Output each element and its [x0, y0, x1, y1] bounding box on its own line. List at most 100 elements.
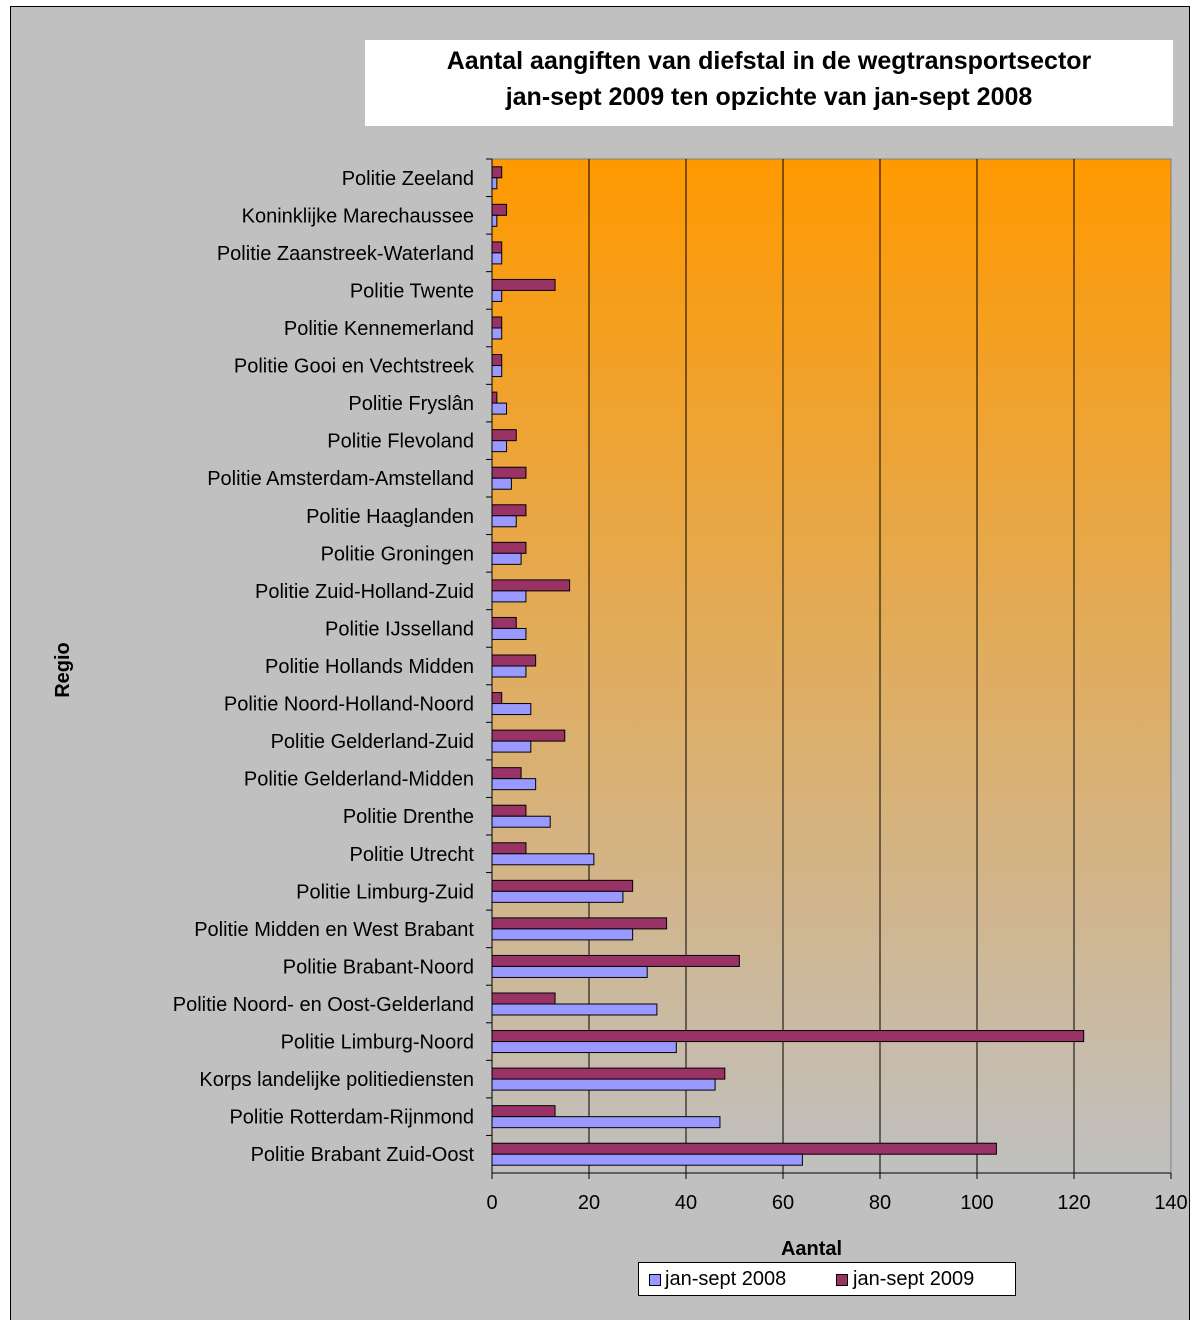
bar-2008	[492, 779, 536, 790]
bar-2009	[492, 617, 516, 628]
y-category-label: Politie Amsterdam-Amstelland	[207, 468, 474, 490]
y-category-label: Politie Twente	[350, 280, 474, 302]
bar-2009	[492, 580, 570, 591]
bar-2009	[492, 505, 526, 516]
y-category-label: Politie Limburg-Noord	[281, 1032, 474, 1054]
y-category-label: Politie Gooi en Vechtstreek	[234, 356, 475, 378]
y-axis-title: Regio	[52, 642, 74, 698]
bar-2009	[492, 279, 555, 290]
bar-2008	[492, 591, 526, 602]
y-category-label: Politie Drenthe	[343, 806, 474, 828]
bar-2008	[492, 1079, 715, 1090]
bar-2009	[492, 355, 502, 366]
x-tick-label: 20	[578, 1192, 600, 1214]
bar-2009	[492, 730, 565, 741]
bar-2008	[492, 290, 502, 301]
bar-2008	[492, 704, 531, 715]
chart-svg: 0 20 40 60 80 100 120 140 Politie Zeeland Koninkl…	[11, 7, 1191, 1321]
y-category-label: Politie Brabant-Noord	[283, 956, 474, 978]
bar-2009	[492, 317, 502, 328]
bar-2009	[492, 204, 507, 215]
x-tick-label: 0	[486, 1192, 497, 1214]
legend-swatch-2009	[836, 1274, 848, 1286]
legend-label-2008: jan-sept 2008	[665, 1268, 786, 1291]
bar-2008	[492, 553, 521, 564]
bar-2008	[492, 628, 526, 639]
x-tick-label: 100	[960, 1192, 993, 1214]
y-category-label: Politie Rotterdam-Rijnmond	[229, 1107, 474, 1129]
bar-2008	[492, 1042, 676, 1053]
y-category-label: Politie Zaanstreek-Waterland	[217, 243, 474, 265]
bar-2009	[492, 955, 739, 966]
y-category-label: Politie Gelderland-Midden	[244, 769, 474, 791]
y-category-label: Koninklijke Marechaussee	[242, 205, 474, 227]
bar-2009	[492, 542, 526, 553]
bar-2008	[492, 816, 550, 827]
y-category-label: Politie Zeeland	[342, 168, 474, 190]
y-category-label: Politie Gelderland-Zuid	[271, 731, 474, 753]
y-category-label: Politie Kennemerland	[284, 318, 474, 340]
y-category-label: Politie Flevoland	[327, 431, 474, 453]
bar-2008	[492, 253, 502, 264]
bar-2008	[492, 1154, 802, 1165]
legend-swatch-2008	[649, 1274, 661, 1286]
chart-area: 0 20 40 60 80 100 120 140 Politie Zeeland Koninkl…	[10, 6, 1190, 1320]
bar-2009	[492, 805, 526, 816]
y-category-label: Politie Hollands Midden	[265, 656, 474, 678]
x-axis-title: Aantal	[781, 1238, 842, 1260]
bar-2009	[492, 392, 497, 403]
plot-area	[492, 159, 1171, 1173]
y-category-label: Politie Haaglanden	[306, 506, 474, 528]
bar-2009	[492, 843, 526, 854]
y-category-label: Politie Groningen	[321, 543, 474, 565]
bar-2008	[492, 516, 516, 527]
x-tick-label: 120	[1057, 1192, 1090, 1214]
bar-2008	[492, 891, 623, 902]
bar-2008	[492, 929, 633, 940]
bar-2008	[492, 478, 511, 489]
y-category-label: Politie Fryslân	[348, 393, 474, 415]
y-category-label: Politie Limburg-Zuid	[296, 881, 474, 903]
bar-2009	[492, 1031, 1084, 1042]
bar-2009	[492, 693, 502, 704]
bar-2008	[492, 328, 502, 339]
bar-2008	[492, 854, 594, 865]
y-category-label: Politie Noord-Holland-Noord	[224, 694, 474, 716]
bar-2009	[492, 918, 667, 929]
bar-2008	[492, 215, 497, 226]
x-tick-label: 60	[772, 1192, 794, 1214]
legend-label-2009: jan-sept 2009	[853, 1268, 974, 1291]
bar-2009	[492, 993, 555, 1004]
bar-2009	[492, 1106, 555, 1117]
chart-title-line-1: Aantal aangiften van diefstal in de wegt…	[365, 47, 1173, 76]
bar-2008	[492, 966, 647, 977]
chart-title-line-2: jan-sept 2009 ten opzichte van jan-sept …	[365, 83, 1173, 112]
bar-2008	[492, 366, 502, 377]
bar-2009	[492, 430, 516, 441]
y-category-label: Politie Brabant Zuid-Oost	[251, 1144, 475, 1166]
bar-2009	[492, 1143, 996, 1154]
y-category-label: Politie Noord- en Oost-Gelderland	[173, 994, 474, 1016]
legend: jan-sept 2008 jan-sept 2009	[638, 1262, 1016, 1296]
bar-2009	[492, 1068, 725, 1079]
bar-2009	[492, 167, 502, 178]
bar-2009	[492, 242, 502, 253]
bar-2008	[492, 1117, 720, 1128]
y-category-label: Politie Zuid-Holland-Zuid	[255, 581, 474, 603]
bar-2008	[492, 1004, 657, 1015]
y-category-label: Korps landelijke politiediensten	[199, 1069, 474, 1091]
y-category-label: Politie Midden en West Brabant	[194, 919, 474, 941]
y-category-label: Politie IJsselland	[325, 618, 474, 640]
y-category-label: Politie Utrecht	[350, 844, 475, 866]
bar-2008	[492, 403, 507, 414]
bar-2008	[492, 178, 497, 189]
bar-2009	[492, 768, 521, 779]
bar-2009	[492, 655, 536, 666]
bar-2008	[492, 666, 526, 677]
x-tick-label: 80	[869, 1192, 891, 1214]
bar-2009	[492, 880, 633, 891]
bar-2008	[492, 441, 507, 452]
bar-2008	[492, 741, 531, 752]
bar-2009	[492, 467, 526, 478]
x-tick-label: 40	[675, 1192, 697, 1214]
